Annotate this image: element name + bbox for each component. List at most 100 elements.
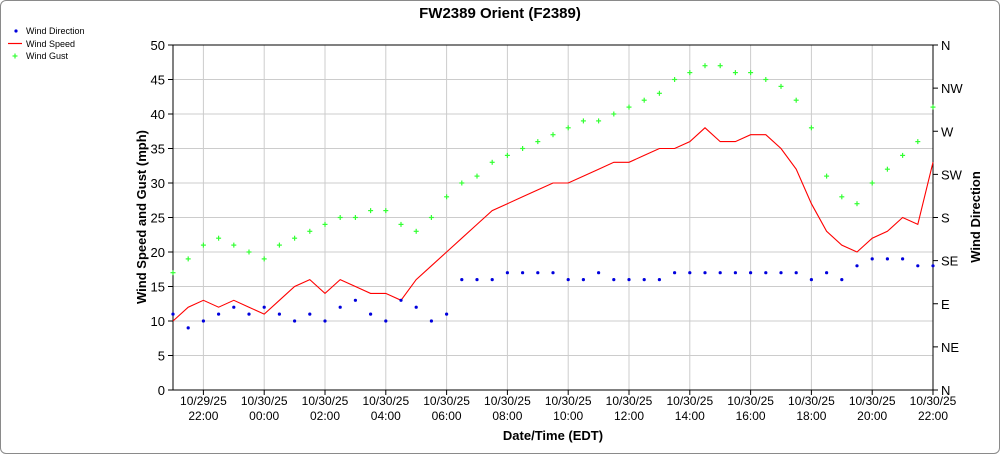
chart-title: FW2389 Orient (F2389) — [419, 5, 581, 22]
wind-gust-point — [930, 104, 936, 110]
wind-direction-point — [277, 312, 281, 316]
wind-direction-point — [657, 278, 662, 282]
x-tick-time: 06:00 — [432, 409, 462, 423]
x-tick-date: 10/30/25 — [606, 394, 653, 408]
wind-gust-point — [413, 228, 419, 234]
wind-direction-point — [384, 319, 388, 323]
wind-direction-point — [809, 278, 814, 282]
wind-gust-point — [884, 166, 890, 172]
wind-gust-point — [276, 242, 282, 248]
wind-gust-point — [337, 215, 343, 220]
wind-gust-point — [596, 118, 602, 124]
legend-direction-swatch — [14, 29, 18, 33]
wind-direction-point — [597, 271, 601, 275]
wind-gust-point — [808, 125, 814, 131]
wind-gust-point — [307, 228, 313, 234]
wind-gust-point — [793, 97, 799, 103]
x-tick-date: 10/30/25 — [241, 394, 288, 408]
y-tick-label: 0 — [158, 383, 165, 398]
wind-gust-point — [444, 194, 450, 200]
wind-direction-point — [262, 305, 266, 309]
wind-direction-point — [885, 257, 890, 261]
x-axis: 10/29/2522:0010/30/2500:0010/30/2502:001… — [180, 390, 957, 423]
wind-direction-point — [825, 271, 829, 275]
y-axis-label: Wind Speed and Gust (mph) — [134, 130, 149, 304]
x-tick-date: 10/30/25 — [362, 394, 409, 408]
wind-gust-point — [261, 256, 267, 262]
legend-direction-label: Wind Direction — [26, 26, 85, 36]
wind-gust-point — [170, 270, 176, 276]
wind-gust-point — [839, 194, 845, 200]
x-tick-date: 10/30/25 — [849, 394, 896, 408]
y2-tick-label: N — [941, 38, 950, 53]
left-axis: 0 5 10 15 20 25 30 35 40 45 50 — [151, 38, 173, 398]
wind-gust-point — [520, 146, 526, 151]
wind-direction-point — [247, 312, 251, 316]
x-tick-time: 14:00 — [675, 409, 705, 423]
x-tick-date: 10/30/25 — [545, 394, 592, 408]
x-tick-time: 18:00 — [796, 409, 826, 423]
wind-gust-point — [915, 139, 921, 145]
wind-direction-point — [566, 278, 570, 282]
y2-tick-label: W — [941, 124, 954, 139]
wind-gust-point — [565, 125, 571, 131]
wind-direction-point — [870, 257, 874, 261]
wind-gust-point — [732, 70, 738, 76]
x-tick-time: 10:00 — [553, 409, 583, 423]
series-layer — [170, 63, 936, 330]
right-axis: N NW W SW S SE E NE N — [933, 38, 963, 398]
wind-direction-point — [703, 271, 707, 275]
wind-gust-point — [611, 111, 617, 117]
wind-gust-point — [216, 235, 222, 241]
wind-gust-point — [550, 132, 556, 138]
wind-direction-point — [794, 271, 798, 275]
wind-gust-point — [474, 173, 480, 179]
x-tick-time: 16:00 — [736, 409, 766, 423]
wind-gust-point — [854, 201, 860, 207]
y-tick-label: 15 — [151, 280, 165, 295]
wind-gust-point — [763, 77, 769, 82]
x-tick-time: 20:00 — [857, 409, 887, 423]
wind-gust-point — [824, 173, 830, 179]
wind-direction-point — [490, 278, 494, 282]
wind-gust-point — [489, 159, 495, 165]
wind-direction-point — [916, 264, 920, 268]
wind-direction-point — [688, 271, 692, 275]
wind-direction-point — [445, 312, 449, 316]
legend: Wind Direction Wind Speed Wind Gust — [8, 26, 85, 61]
wind-direction-point — [901, 257, 905, 261]
x-tick-time: 22:00 — [918, 409, 948, 423]
x-tick-time: 12:00 — [614, 409, 644, 423]
wind-direction-point — [855, 264, 859, 268]
wind-gust-point — [185, 256, 191, 262]
wind-gust-point — [717, 63, 723, 69]
wind-gust-point — [869, 180, 875, 186]
wind-direction-point — [733, 271, 738, 275]
wind-gust-point — [368, 208, 374, 214]
legend-speed-label: Wind Speed — [26, 39, 75, 49]
wind-gust-point — [459, 180, 465, 186]
x-tick-time: 08:00 — [492, 409, 522, 423]
y-tick-label: 50 — [151, 38, 165, 53]
y-tick-label: 5 — [158, 349, 165, 364]
wind-direction-point — [536, 271, 540, 275]
wind-direction-point — [505, 271, 509, 275]
wind-direction-point — [399, 298, 403, 302]
wind-gust-point — [656, 90, 662, 96]
wind-direction-point — [627, 278, 631, 282]
wind-gust-point — [900, 152, 906, 158]
legend-gust-label: Wind Gust — [26, 51, 69, 61]
x-tick-date: 10/30/25 — [302, 394, 349, 408]
wind-direction-point — [779, 271, 783, 275]
wind-direction-point — [475, 278, 479, 282]
y-tick-label: 25 — [151, 211, 165, 226]
wind-gust-point — [778, 83, 784, 89]
wind-gust-point — [428, 215, 434, 220]
wind-direction-point — [323, 319, 327, 323]
wind-gust-point — [702, 63, 708, 69]
wind-direction-point — [414, 305, 418, 309]
wind-direction-point — [581, 278, 586, 282]
x-tick-time: 04:00 — [371, 409, 401, 423]
wind-direction-point — [764, 271, 768, 275]
wind-gust-point — [322, 221, 328, 227]
